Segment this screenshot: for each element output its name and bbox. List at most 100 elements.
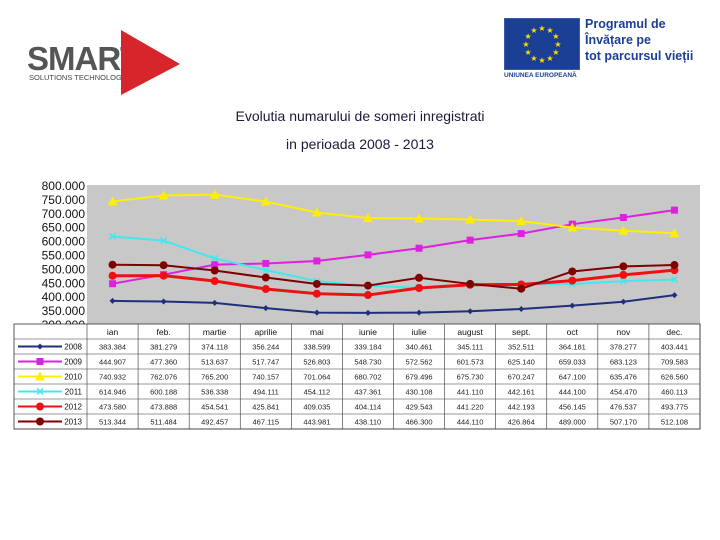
data-point-2008	[620, 298, 627, 305]
y-tick-label: 650.000	[42, 221, 86, 235]
brand-subtitle: SOLUTIONS TECHNOLOGY	[29, 73, 127, 82]
table-cell-value: 765.200	[201, 373, 228, 382]
table-cell-value: 444.100	[559, 388, 586, 397]
legend-entry: 2011	[65, 388, 83, 397]
y-tick-label: 450.000	[42, 276, 86, 290]
table-cell-value: 438.110	[355, 418, 382, 427]
data-point-2010	[465, 214, 476, 224]
x-tick-label: dec.	[666, 327, 682, 337]
table-cell-value: 625.140	[508, 358, 535, 367]
data-point-2009	[211, 261, 219, 269]
data-point-2009	[364, 251, 372, 259]
eu-star-icon: ★	[546, 54, 553, 63]
data-point-2009	[262, 259, 270, 267]
table-cell-value: 493.775	[661, 403, 688, 412]
table-cell-value: 507.170	[610, 418, 637, 427]
eu-star-icon: ★	[554, 40, 561, 49]
eu-caption: UNIUNEA EUROPEANĂ	[504, 72, 577, 79]
legend-entry: 2013	[64, 418, 82, 427]
legend-entry: 2008	[64, 343, 82, 352]
eu-star-icon: ★	[525, 48, 532, 57]
data-point-2011	[160, 237, 168, 245]
table-cell-value: 340.461	[405, 343, 432, 352]
program-line-2: Învățare pe	[585, 33, 652, 47]
table-cell-value: 647.100	[559, 373, 586, 382]
data-point-2013	[568, 267, 577, 276]
data-point-2012	[415, 283, 424, 292]
table-cell-value: 572.562	[405, 358, 432, 367]
table-cell-value: 444.907	[99, 358, 126, 367]
x-tick-label: martie	[203, 327, 227, 337]
data-point-2009	[466, 236, 474, 244]
legend-marker-2013	[36, 417, 44, 426]
table-cell-value: 473.888	[150, 403, 177, 412]
data-point-2009	[313, 257, 321, 265]
data-point-2010	[618, 225, 629, 235]
table-cell-value: 548.730	[354, 358, 381, 367]
legend-entry: 2012	[64, 403, 82, 412]
table-cell-value: 513.637	[201, 358, 228, 367]
data-point-2011	[211, 254, 219, 262]
data-point-2013	[466, 279, 475, 288]
table-cell-value: 429.543	[405, 403, 432, 412]
x-tick-label: oct	[567, 327, 579, 337]
table-cell-value: 454.470	[610, 388, 637, 397]
series-line-2013	[112, 263, 675, 290]
x-tick-label: ian	[107, 327, 119, 337]
chart-subtitle: in perioada 2008 - 2013	[286, 136, 434, 152]
table-cell-value: 430.108	[405, 388, 432, 397]
x-tick-label: iulie	[411, 327, 426, 337]
table-cell-value: 683.123	[610, 358, 637, 367]
table-cell-value: 600.188	[150, 388, 177, 397]
data-point-2010	[260, 196, 271, 206]
data-point-2009	[670, 206, 678, 214]
data-point-2013	[363, 281, 372, 290]
legend-marker-2009	[36, 358, 44, 365]
data-point-2008	[160, 298, 167, 305]
table-cell-value: 635.476	[610, 373, 637, 382]
eu-star-icon: ★	[525, 32, 532, 41]
table-cell-value: 403.441	[661, 343, 688, 352]
unemployment-line-chart: 800.000750.000700.000650.000600.000550.0…	[13, 179, 701, 430]
table-cell-value: 338.599	[303, 343, 330, 352]
table-cell-value: 675.730	[457, 373, 484, 382]
data-point-2013	[261, 273, 270, 282]
y-tick-label: 500.000	[42, 262, 86, 276]
data-point-2009	[415, 244, 423, 252]
table-cell-value: 659.033	[559, 358, 586, 367]
data-point-2010	[414, 213, 425, 223]
table-cell-value: 473.580	[99, 403, 126, 412]
y-tick-label: 700.000	[42, 207, 86, 221]
data-point-2013	[210, 266, 219, 275]
data-point-2010	[209, 189, 220, 199]
data-table	[13, 323, 701, 430]
table-cell-value: 517.747	[252, 358, 279, 367]
data-point-2008	[262, 305, 269, 312]
series-line-2012	[112, 268, 675, 297]
y-tick-label: 600.000	[42, 235, 86, 249]
chart-title: Evolutia numarului de someri inregistrat…	[235, 108, 485, 124]
series-line-2011	[112, 235, 675, 289]
series-line-2008	[112, 294, 675, 314]
eu-star-icon: ★	[552, 48, 559, 57]
data-point-2013	[619, 262, 628, 271]
table-cell-value: 467.115	[253, 418, 280, 427]
x-tick-label: nov	[617, 327, 631, 337]
legend-marker-2010	[35, 371, 45, 381]
table-cell-value: 492.457	[201, 418, 228, 427]
table-cell-value: 477.360	[150, 358, 177, 367]
y-tick-label: 350.000	[42, 304, 86, 318]
data-point-2010	[158, 190, 169, 200]
data-point-2010	[362, 213, 373, 223]
data-point-2008	[416, 309, 423, 316]
table-cell-value: 740.932	[99, 373, 126, 382]
series-line-2009	[112, 209, 675, 285]
smart-logo: SMART SOLUTIONS TECHNOLOGY	[25, 28, 185, 98]
x-tick-label: mai	[310, 327, 324, 337]
x-tick-label: iunie	[359, 327, 377, 337]
data-point-2013	[159, 261, 168, 270]
eu-star-icon: ★	[546, 26, 553, 35]
table-cell-value: 526.803	[303, 358, 330, 367]
eu-star-icon: ★	[530, 54, 537, 63]
table-cell-value: 536.338	[201, 388, 228, 397]
